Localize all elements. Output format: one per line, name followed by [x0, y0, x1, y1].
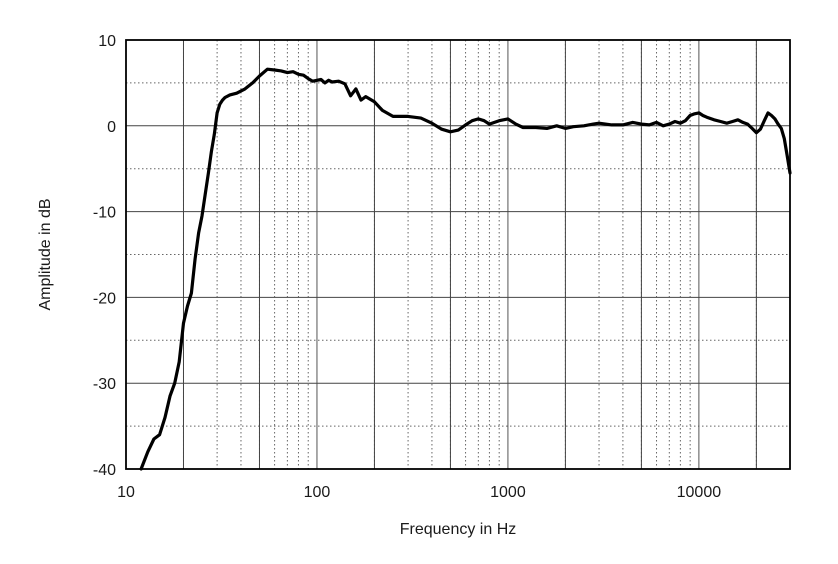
y-tick-label: -30 [93, 376, 116, 393]
y-axis-title: Amplitude in dB [37, 198, 54, 310]
x-tick-label: 100 [304, 484, 331, 501]
y-tick-labels: 10 0 -10 -20 -30 -40 [93, 33, 116, 479]
plot-frame [125, 39, 791, 470]
y-tick-label: -20 [93, 290, 116, 307]
x-axis-title: Frequency in Hz [400, 521, 517, 538]
minor-grid [126, 40, 791, 469]
x-tick-label: 10000 [677, 484, 722, 501]
x-tick-label: 10 [117, 484, 135, 501]
y-tick-label: 10 [98, 33, 116, 50]
y-tick-label: 0 [107, 119, 116, 136]
response-curve [139, 67, 792, 471]
y-tick-label: -10 [93, 205, 116, 222]
x-tick-labels: 10 100 1000 10000 [117, 484, 721, 501]
y-tick-label: -40 [93, 462, 116, 479]
x-tick-label: 1000 [490, 484, 526, 501]
